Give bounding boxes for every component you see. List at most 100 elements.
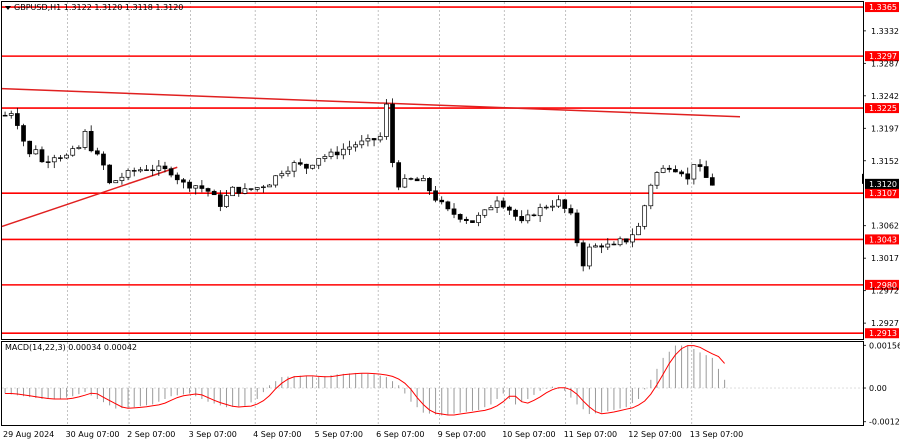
candle-body [660,167,666,173]
candle-body [402,178,408,188]
collapse-arrow-icon[interactable] [5,6,11,10]
candle-body [420,178,426,182]
macd-tick-label: 0.00 [869,384,887,393]
candle-body [156,165,162,171]
candle-body [697,164,703,167]
time-label: 9 Sep 07:00 [438,430,486,439]
candle-body [224,195,229,207]
candle-body [679,171,684,175]
candle-body [691,164,697,180]
price-tick-label: 1.3287 [871,59,899,68]
candle-body [359,140,365,146]
candle-body [230,186,235,197]
candle-body [8,113,14,116]
level-label-box [865,328,899,339]
current-price-box [865,178,899,189]
price-tick-label: 1.3197 [871,124,899,133]
level-label: 1.2913 [869,329,897,338]
candle-body [119,176,125,181]
candle-body [605,243,611,248]
candle-body [45,161,51,163]
candle-body [470,220,475,223]
level-label: 1.3107 [869,189,897,198]
candle-body [21,125,26,142]
candle-body [617,238,623,246]
candle-body [39,149,45,163]
candle-body [408,178,414,180]
price-tick-label: 1.2972 [871,287,899,296]
level-label-box [865,188,899,199]
horizontal-levels[interactable]: 1.33651.32971.32251.31071.30431.29801.29… [2,2,899,339]
candle-body [273,175,279,186]
candle-body [248,188,254,190]
candle-body [574,212,580,244]
price-tick-label: 1.2927 [871,319,899,328]
candle-body [125,170,131,178]
trendline[interactable] [1,87,741,118]
price-tick-label: 1.3242 [871,92,899,101]
candle-body [150,169,156,172]
candle-body [334,151,340,156]
candle-body [507,206,512,211]
macd-axis: 0.00156 0.00 -0.00123 [863,341,900,427]
candle-body [193,185,199,189]
trendline[interactable] [1,166,178,228]
candle-body [310,164,315,169]
candle-body [82,131,88,148]
candle-body [94,150,100,155]
candle-body [384,103,389,137]
candle-body [27,140,33,155]
candle-body [396,162,402,188]
time-label: 2 Sep 07:00 [127,430,175,439]
macd-info: MACD(14,22,3) 0.00034 0.00042 [5,343,137,352]
candle-body [377,136,383,141]
time-label: 12 Sep 07:00 [628,430,681,439]
candle-body [291,162,297,172]
candle-body [556,199,561,207]
candle-body [500,200,506,208]
candle-body [70,148,76,156]
price-tick-label: 1.3332 [871,27,899,36]
candle-body [439,199,445,203]
trendlines[interactable] [1,87,741,228]
candle-body [162,165,168,170]
time-label: 10 Sep 07:00 [502,430,555,439]
candle-body [463,218,469,221]
candle-body [451,208,457,215]
candle-body [88,131,94,152]
candle-body [15,113,20,126]
candle-body [138,169,143,172]
candle-body [236,186,242,194]
macd-signal-line [5,345,725,416]
candle-body [113,180,119,184]
candle-body [630,234,635,243]
candle-body [648,184,654,207]
candle-body [217,194,223,207]
candle-body [494,200,500,208]
candle-body [513,209,518,217]
candle-body [654,172,660,186]
candle-body [414,178,420,182]
candle-body [304,163,309,169]
candles [2,98,715,272]
candle-body [593,245,598,248]
candle-body [297,162,303,165]
current-price-label: 1.3120 [869,180,897,189]
candle-body [543,206,549,209]
candle-body [537,207,543,217]
candle-body [205,188,211,192]
level-label-box [865,51,899,62]
candle-body [562,199,568,209]
candle-body [76,147,82,149]
time-label: 30 Aug 07:00 [66,430,120,439]
level-label-box [865,234,899,245]
macd-pane-frame [1,341,864,426]
price-pane-frame [1,1,864,340]
level-label-box [865,279,899,290]
candle-body [33,149,39,155]
time-label: 3 Sep 07:00 [189,430,237,439]
candle-body [433,190,438,201]
macd-signal [5,345,725,416]
level-label: 1.2980 [869,281,897,290]
